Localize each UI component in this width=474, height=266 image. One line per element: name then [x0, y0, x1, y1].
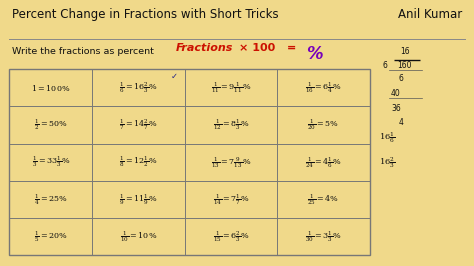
Text: $\frac{1}{4} = 25\%$: $\frac{1}{4} = 25\%$ — [34, 192, 68, 207]
Text: × 100: × 100 — [239, 43, 275, 53]
Text: 16: 16 — [401, 47, 410, 56]
Text: 40: 40 — [391, 89, 401, 98]
Text: $\frac{1}{12} = 8\frac{1}{3}\%$: $\frac{1}{12} = 8\frac{1}{3}\%$ — [213, 118, 249, 132]
Text: Fractions: Fractions — [175, 43, 233, 53]
Text: Write the fractions as percent: Write the fractions as percent — [12, 47, 154, 56]
Text: $\frac{1}{6} = 16\frac{2}{3}\%$: $\frac{1}{6} = 16\frac{2}{3}\%$ — [119, 81, 158, 95]
Text: Anil Kumar: Anil Kumar — [398, 8, 462, 21]
Text: 6: 6 — [398, 74, 403, 84]
Bar — [9, 69, 370, 255]
Text: =: = — [287, 43, 296, 53]
Text: 4: 4 — [398, 118, 403, 127]
Text: $\frac{1}{7} = 14\frac{2}{7}\%$: $\frac{1}{7} = 14\frac{2}{7}\%$ — [119, 118, 158, 132]
Text: $\frac{1}{13} = 7\frac{9}{13}\%$: $\frac{1}{13} = 7\frac{9}{13}\%$ — [211, 155, 251, 170]
Text: $\frac{1}{9} = 11\frac{1}{9}\%$: $\frac{1}{9} = 11\frac{1}{9}\%$ — [119, 192, 158, 207]
Text: $\frac{1}{3} = 33\frac{1}{3}\%$: $\frac{1}{3} = 33\frac{1}{3}\%$ — [32, 155, 70, 169]
Text: 6: 6 — [383, 61, 388, 70]
Text: $\frac{1}{16} = 6\frac{1}{4}\%$: $\frac{1}{16} = 6\frac{1}{4}\%$ — [305, 80, 342, 95]
Text: $16\frac{2}{3}$: $16\frac{2}{3}$ — [379, 156, 396, 170]
Text: %: % — [306, 45, 322, 63]
Text: $\frac{1}{24} = 4\frac{1}{6}\%$: $\frac{1}{24} = 4\frac{1}{6}\%$ — [305, 155, 342, 170]
Text: $\frac{1}{15} = 6\frac{2}{3}\%$: $\frac{1}{15} = 6\frac{2}{3}\%$ — [213, 229, 249, 244]
Text: $\frac{1}{2} = 50\%$: $\frac{1}{2} = 50\%$ — [34, 118, 68, 132]
Text: $\frac{1}{14} = 7\frac{1}{7}\%$: $\frac{1}{14} = 7\frac{1}{7}\%$ — [213, 192, 249, 207]
Text: $\frac{1}{30} = 3\frac{1}{3}\%$: $\frac{1}{30} = 3\frac{1}{3}\%$ — [305, 230, 342, 244]
Text: $\frac{1}{5} = 20\%$: $\frac{1}{5} = 20\%$ — [34, 230, 68, 244]
Text: $\frac{1}{11} = 9\frac{1}{11}\%$: $\frac{1}{11} = 9\frac{1}{11}\%$ — [211, 80, 251, 95]
Text: 36: 36 — [391, 104, 401, 113]
Text: $1 = 100\%$: $1 = 100\%$ — [31, 83, 71, 93]
Text: 160: 160 — [397, 61, 411, 70]
Text: $\frac{1}{10} = 10\%$: $\frac{1}{10} = 10\%$ — [120, 229, 157, 244]
Text: $\frac{1}{20} = 5\%$: $\frac{1}{20} = 5\%$ — [308, 118, 339, 132]
Text: $16\frac{1}{6}$: $16\frac{1}{6}$ — [379, 130, 396, 145]
Text: Percent Change in Fractions with Short Tricks: Percent Change in Fractions with Short T… — [12, 8, 279, 21]
Text: $\frac{1}{8} = 12\frac{1}{2}\%$: $\frac{1}{8} = 12\frac{1}{2}\%$ — [119, 155, 158, 169]
Text: $\frac{1}{25} = 4\%$: $\frac{1}{25} = 4\%$ — [308, 192, 339, 207]
Text: ✓: ✓ — [171, 72, 178, 81]
